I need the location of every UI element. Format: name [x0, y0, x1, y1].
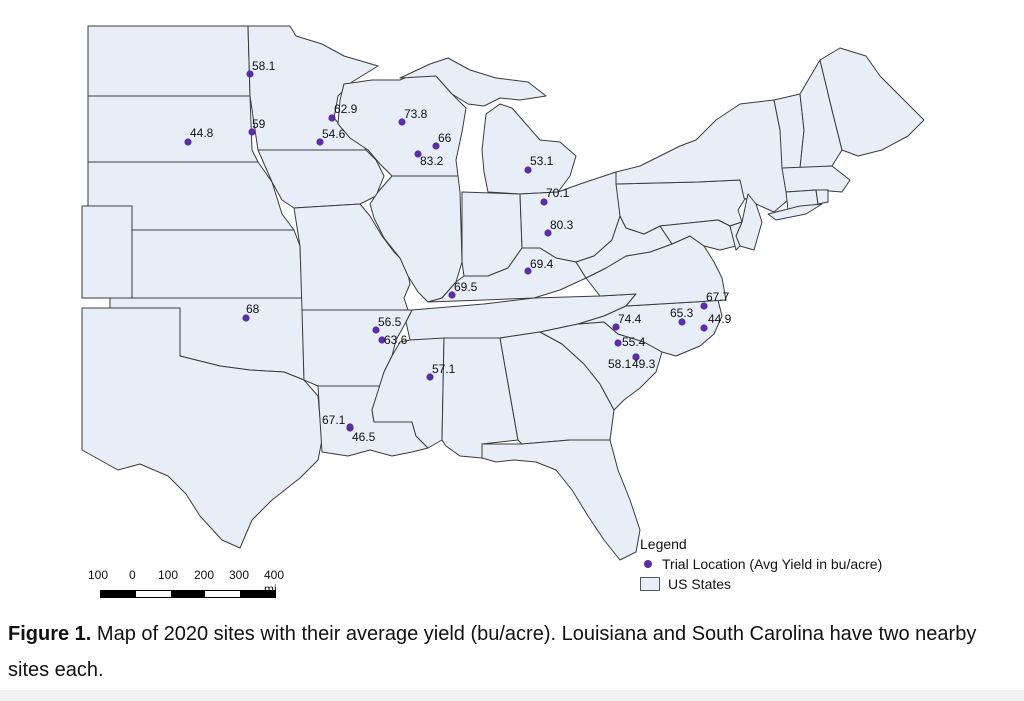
- trial-site-label: 55.4: [622, 335, 646, 349]
- trial-site-label: 54.6: [322, 127, 346, 141]
- trial-site-dot: [700, 302, 708, 310]
- us-states-map: 58.1 44.8 59 62.9 54.6 73.8 66 83.2 53.1 70.1 80.3…: [81, 25, 925, 561]
- trial-site-dot: [544, 229, 552, 237]
- scale-segments: [100, 590, 276, 598]
- trial-site-dot: [414, 150, 422, 158]
- trial-site-label: 69.5: [454, 280, 478, 294]
- trial-site-label: 49.3: [632, 357, 656, 371]
- trial-site-label: 53.1: [530, 154, 554, 168]
- trial-site-dot: [328, 114, 336, 122]
- trial-site-label: 46.5: [352, 430, 376, 444]
- scale-label: 100: [88, 568, 109, 582]
- trial-site-label: 66: [438, 131, 452, 145]
- trial-site-label: 44.8: [190, 126, 214, 140]
- legend-item-states: US States: [640, 576, 882, 592]
- trial-site-label: 68: [246, 302, 260, 316]
- trial-site-dot: [398, 118, 406, 126]
- state-massachusetts: [781, 165, 851, 193]
- state-iowa: [257, 149, 385, 209]
- scale-label: 200: [194, 568, 215, 582]
- state-swatch-icon: [640, 577, 660, 591]
- caption-text: Map of 2020 sites with their average yie…: [8, 623, 977, 681]
- trial-site-label: 63.6: [384, 333, 408, 347]
- trial-site-dot: [184, 138, 192, 146]
- trial-site-dot: [540, 198, 548, 206]
- figure-number: Figure 1.: [8, 623, 92, 645]
- trial-site-dot: [242, 314, 250, 322]
- trial-site-label: 83.2: [420, 154, 444, 168]
- state-new-york-long-island: [767, 203, 823, 221]
- state-north-dakota: [87, 25, 251, 97]
- trial-site-label: 62.9: [334, 102, 358, 116]
- legend-item-sites: Trial Location (Avg Yield in bu/acre): [640, 556, 882, 572]
- trial-site-label: 70.1: [546, 186, 570, 200]
- legend-title: Legend: [640, 536, 687, 552]
- scale-label: 100: [158, 568, 179, 582]
- trial-site-dot: [346, 424, 354, 432]
- state-maine: [819, 47, 925, 157]
- trial-site-label: 73.8: [404, 107, 428, 121]
- trial-site-dot: [524, 267, 532, 275]
- trial-site-dot: [248, 128, 256, 136]
- trial-site-label: 65.3: [670, 306, 694, 320]
- state-maryland: [659, 219, 737, 251]
- state-michigan-lower: [481, 103, 577, 195]
- state-south-dakota: [87, 95, 259, 163]
- map-legend: Legend Trial Location (Avg Yield in bu/a…: [640, 536, 882, 592]
- state-michigan-upper: [399, 57, 547, 107]
- trial-site-label: 44.9: [708, 312, 732, 326]
- trial-site-dot: [448, 291, 456, 299]
- trial-site-label: 57.1: [432, 362, 456, 376]
- trial-site-dot: [426, 373, 434, 381]
- trial-site-label: 59: [252, 117, 266, 131]
- figure-caption: Figure 1. Map of 2020 sites with their a…: [8, 616, 1008, 688]
- site-dot-icon: [644, 560, 652, 568]
- trial-site-label: 80.3: [550, 218, 574, 232]
- state-kansas: [131, 229, 303, 299]
- trial-site-label: 67.1: [322, 413, 346, 427]
- trial-site-dot: [246, 70, 254, 78]
- trial-site-label: 58.1: [252, 59, 276, 73]
- trial-site-dot: [678, 318, 686, 326]
- legend-label-sites: Trial Location (Avg Yield in bu/acre): [662, 556, 883, 572]
- state-boundaries: [81, 25, 925, 561]
- trial-site-label: 74.4: [618, 312, 642, 326]
- trial-site-label: 58.1: [608, 357, 632, 371]
- trial-site-dot: [524, 166, 532, 174]
- state-florida: [481, 439, 641, 561]
- trial-site-dot: [432, 142, 440, 150]
- scale-bar: 100 0 100 200 300 400 mi: [88, 568, 288, 608]
- trial-site-dot: [700, 324, 708, 332]
- trial-sites: 58.1 44.8 59 62.9 54.6 73.8 66 83.2 53.1 70.1 80.3…: [184, 59, 732, 444]
- state-kentucky: [427, 247, 587, 303]
- trial-site-label: 56.5: [378, 315, 402, 329]
- scale-label: 0: [129, 568, 136, 582]
- scale-label: 300: [229, 568, 250, 582]
- trial-site-dot: [316, 138, 324, 146]
- trial-site-dot: [378, 336, 386, 344]
- state-illinois: [369, 175, 463, 303]
- trial-site-dot: [372, 326, 380, 334]
- state-delaware: [729, 221, 743, 251]
- trial-site-label: 69.4: [530, 257, 554, 271]
- state-colorado-edge: [81, 205, 133, 299]
- trial-site-dot: [632, 353, 640, 361]
- trial-site-dot: [612, 323, 620, 331]
- trial-site-label: 67.7: [706, 290, 730, 304]
- state-rhode-island: [815, 189, 829, 205]
- footer-strip: [0, 690, 1024, 701]
- trial-site-dot: [614, 339, 622, 347]
- state-texas: [81, 307, 323, 549]
- legend-label-states: US States: [668, 576, 732, 592]
